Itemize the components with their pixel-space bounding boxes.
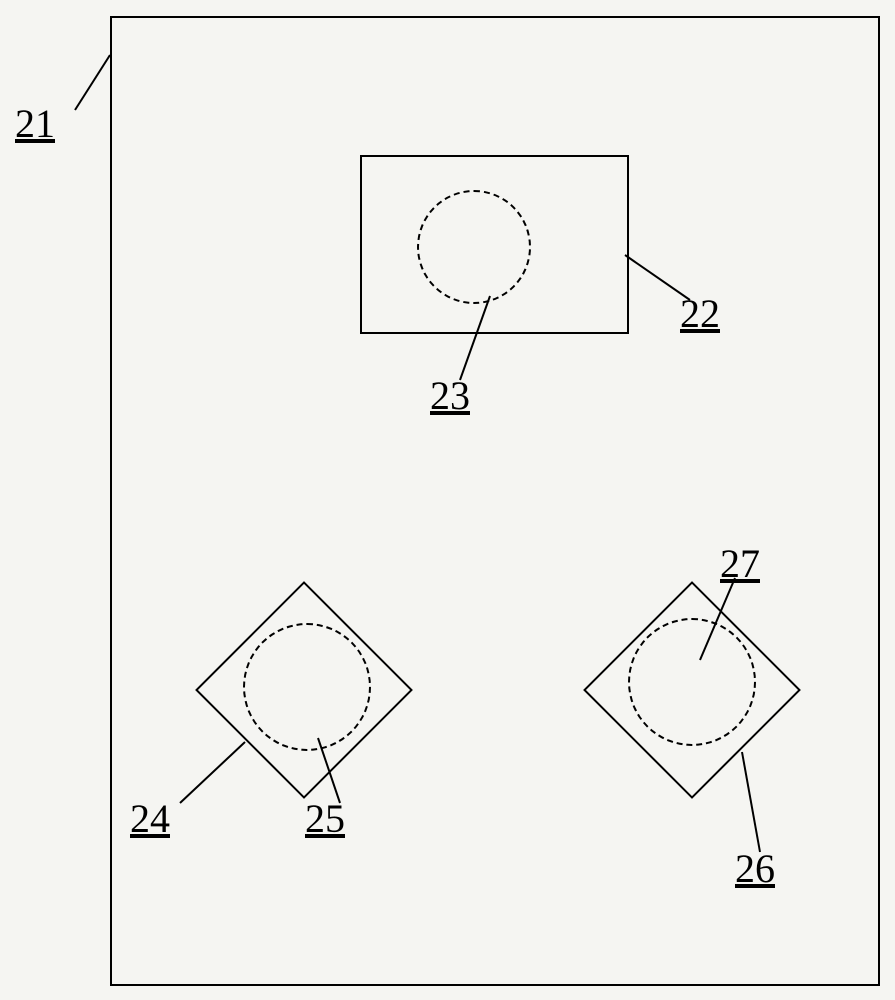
leader-21 [75, 55, 110, 110]
label-27: 27 [720, 540, 760, 587]
label-21: 21 [15, 100, 55, 147]
label-24: 24 [130, 795, 170, 842]
label-23: 23 [430, 372, 470, 419]
label-25: 25 [305, 795, 345, 842]
diagram-canvas: 21 22 23 24 25 26 27 [0, 0, 895, 1000]
label-26: 26 [735, 845, 775, 892]
label-22: 22 [680, 290, 720, 337]
left-circle [243, 623, 371, 751]
top-circle [417, 190, 531, 304]
right-circle [628, 618, 756, 746]
